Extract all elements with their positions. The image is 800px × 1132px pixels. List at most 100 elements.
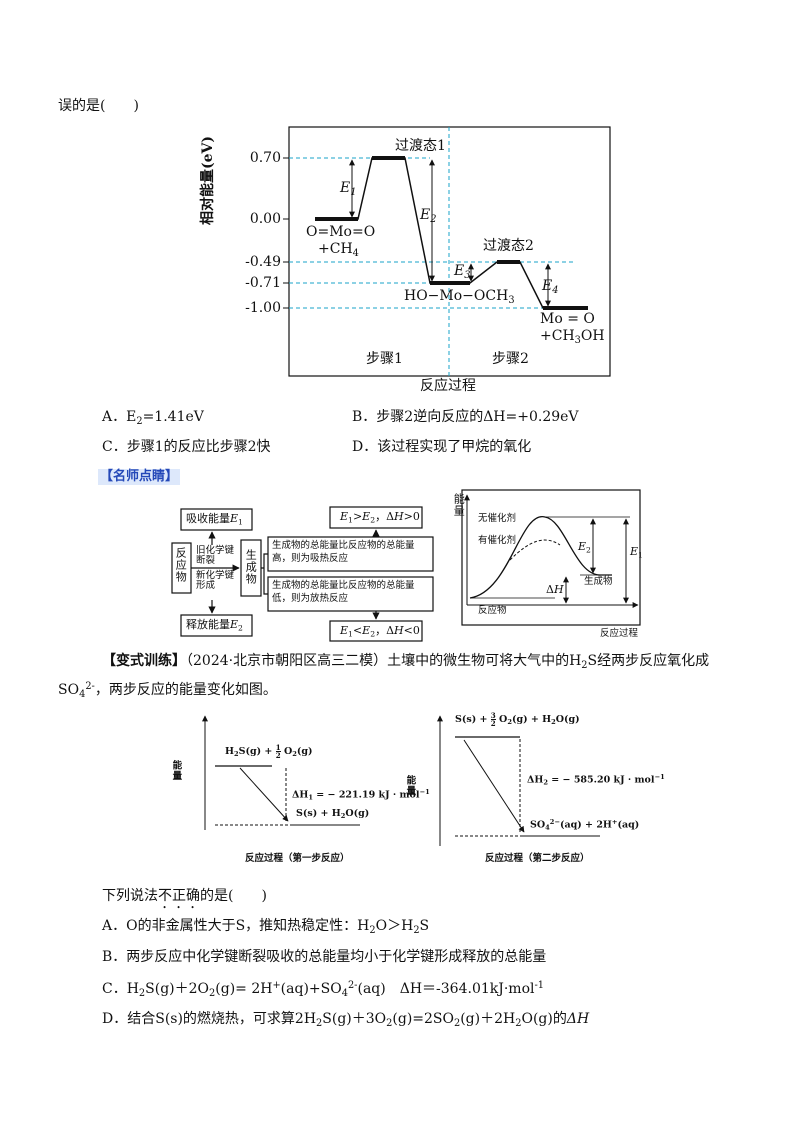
option: A．E2=1.41eV	[102, 409, 204, 428]
option: C．步骤1的反应比步骤2快	[102, 439, 271, 456]
text-run: D．该过程实现了甲烷的氧化	[352, 439, 532, 455]
energy-curve	[464, 494, 639, 608]
text-run: =1.41eV	[142, 409, 204, 425]
question: 下列说法不正确的是( )	[102, 888, 267, 912]
text-run: 生成物	[244, 549, 258, 585]
flow-text: 反应物	[174, 547, 187, 583]
text-run: E	[630, 545, 639, 558]
text-run: E	[230, 512, 239, 525]
label: 过渡态1	[395, 138, 446, 155]
y-axis-label: 相对能量(eV)	[200, 136, 217, 225]
text-run: 能量	[170, 760, 182, 781]
label: +CH3OH	[540, 328, 605, 347]
text-run: E	[340, 624, 349, 637]
text-run: 反应过程（第二步反应）	[485, 853, 590, 864]
text-run: O(g)	[555, 714, 580, 726]
option: D．该过程实现了甲烷的氧化	[352, 439, 531, 456]
dh-label: ΔH1 = − 221.19 kJ · mol−1	[292, 788, 430, 801]
text-run: 【名师点睛】	[100, 469, 179, 484]
text-run: -1.00	[245, 300, 281, 316]
text-run: (g)	[296, 746, 313, 758]
text-run: −1	[654, 773, 665, 781]
text-run: E	[362, 624, 371, 637]
flow-text: 新化学键形成	[196, 570, 234, 592]
text-run: 步骤1	[366, 351, 403, 367]
text-run: 3	[574, 334, 581, 346]
text-run: = − 585.20 kJ · mol	[547, 774, 655, 786]
text-run: 1	[238, 517, 243, 527]
text-run: S经两步反应氧化成	[587, 653, 710, 669]
text-run: 【变式训练】	[102, 653, 186, 669]
text-run: S(g)＋2O	[145, 980, 210, 997]
text-run: S(g) +	[238, 746, 276, 758]
intro: 误的是( )	[58, 98, 139, 115]
text-run: -1	[534, 980, 545, 991]
text-run: (aq) + 2H	[559, 819, 612, 831]
text-run: 下列说法	[102, 888, 158, 904]
text-run: 2	[386, 1017, 393, 1029]
text-run: −1	[419, 788, 430, 796]
text-run: 4	[552, 284, 559, 296]
text-run: -0.71	[245, 275, 281, 291]
curve-text: 生成物	[584, 576, 613, 587]
text-run: (g) + H	[511, 714, 552, 726]
text-run: S(s) +	[455, 714, 491, 726]
text-run: D．结合S(s)的燃烧热，可求算2H	[102, 1011, 317, 1027]
text-run: H	[553, 583, 564, 596]
text-run: S(s) + H	[296, 808, 341, 819]
axis-label: 能量	[170, 760, 181, 781]
text-run: 误的是( )	[58, 98, 139, 114]
text-run: O	[495, 714, 508, 726]
text-run: Δ	[546, 583, 554, 596]
text-run: 释放能量	[186, 618, 230, 631]
caption: 反应过程（第二步反应）	[485, 853, 590, 864]
text-run: 1	[638, 550, 643, 560]
level-label: SO42−(aq) + 2H+(aq)	[530, 818, 639, 831]
x-axis-label: 反应过程	[420, 378, 476, 395]
curve-text: 反应物	[478, 605, 507, 616]
text-run: >	[352, 510, 363, 523]
option: C．H2S(g)＋2O2(g)= 2H+(aq)+SO42-(aq) ΔH＝-3…	[102, 980, 544, 1000]
text-run: E	[542, 278, 553, 294]
text-run: 反应过程	[420, 378, 476, 394]
flow-text: 吸收能量E1	[186, 512, 243, 527]
text-run: 反应物	[174, 547, 188, 583]
text-run: ΔH	[292, 789, 309, 801]
text-run: 生成物	[584, 576, 613, 587]
text-run: 4	[79, 688, 86, 700]
text-run: ，Δ	[375, 510, 395, 523]
text-run: ，两步反应的能量变化如图。	[94, 681, 277, 698]
text-run: +CH	[540, 328, 575, 344]
curve-text: 反应过程	[600, 628, 638, 639]
tick-label: -0.49	[245, 254, 281, 271]
text-run: 2	[551, 718, 556, 727]
step-diagram-1	[202, 715, 360, 830]
text-run: O(g)	[345, 808, 370, 819]
flow-text: 释放能量E2	[186, 618, 243, 633]
text-run: 1	[308, 793, 313, 802]
text-run: 步骤2	[492, 351, 529, 367]
text-run: 1	[348, 515, 353, 525]
text-run: 4	[545, 823, 550, 832]
axis-label: 能量	[404, 775, 415, 796]
label: +CH4	[318, 241, 359, 260]
text-run: <	[352, 624, 363, 637]
text-run: H	[394, 510, 404, 523]
text-run: ，Δ	[375, 624, 395, 637]
text-run: 2	[515, 1017, 522, 1029]
text-run: 2−	[549, 818, 560, 826]
text-run: O＞H	[375, 918, 414, 934]
text-run: +CH	[318, 241, 353, 257]
text-run: 2	[586, 545, 591, 555]
level-label: S(s) + H2O(g)	[296, 808, 369, 820]
text-run: O(g)的	[521, 1011, 567, 1027]
text-run: 2	[370, 515, 376, 525]
text-run: 2-	[347, 980, 358, 991]
text-run: SO	[530, 819, 546, 831]
label: HO−Mo−OCH3	[404, 288, 515, 307]
